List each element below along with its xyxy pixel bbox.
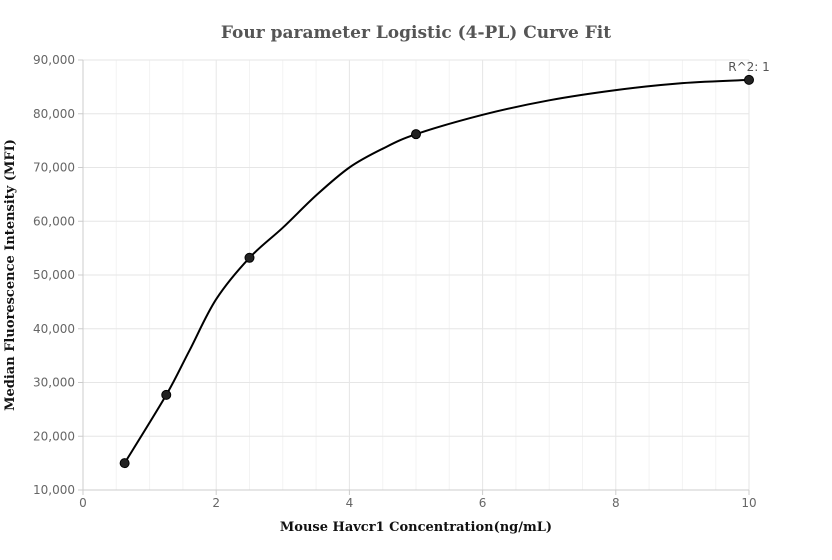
x-axis-ticks: 0 2 4 6 8 10 bbox=[79, 490, 757, 510]
x-tick-label: 6 bbox=[479, 496, 487, 510]
chart-title: Four parameter Logistic (4-PL) Curve Fit bbox=[221, 23, 611, 43]
data-points bbox=[119, 74, 754, 469]
x-tick-label: 0 bbox=[79, 496, 87, 510]
y-tick-label: 50,000 bbox=[33, 268, 75, 282]
y-axis-ticks: 10,000 20,000 30,000 40,000 50,000 60,000 70,0… bbox=[33, 53, 83, 497]
data-point bbox=[161, 389, 172, 400]
fitted-curve bbox=[123, 78, 750, 464]
x-tick-label: 4 bbox=[346, 496, 354, 510]
y-tick-label: 10,000 bbox=[33, 483, 75, 497]
y-tick-label: 20,000 bbox=[33, 429, 75, 443]
x-tick-label: 10 bbox=[741, 496, 756, 510]
r-squared-annotation: R^2: 1 bbox=[728, 60, 770, 74]
y-tick-label: 70,000 bbox=[33, 161, 75, 175]
y-tick-label: 60,000 bbox=[33, 214, 75, 228]
data-point bbox=[411, 129, 421, 140]
y-tick-label: 30,000 bbox=[33, 376, 75, 390]
grid bbox=[83, 59, 750, 491]
data-point bbox=[119, 458, 130, 469]
y-tick-label: 90,000 bbox=[33, 53, 75, 67]
y-tick-label: 80,000 bbox=[33, 107, 75, 121]
x-tick-label: 8 bbox=[612, 496, 620, 510]
x-axis-title: Mouse Havcr1 Concentration(ng/mL) bbox=[280, 520, 552, 535]
data-point bbox=[744, 74, 754, 85]
x-tick-label: 2 bbox=[212, 496, 220, 510]
y-tick-label: 40,000 bbox=[33, 322, 75, 336]
data-point bbox=[244, 252, 255, 263]
y-axis-title: Median Fluorescence Intensity (MFI) bbox=[3, 139, 18, 411]
